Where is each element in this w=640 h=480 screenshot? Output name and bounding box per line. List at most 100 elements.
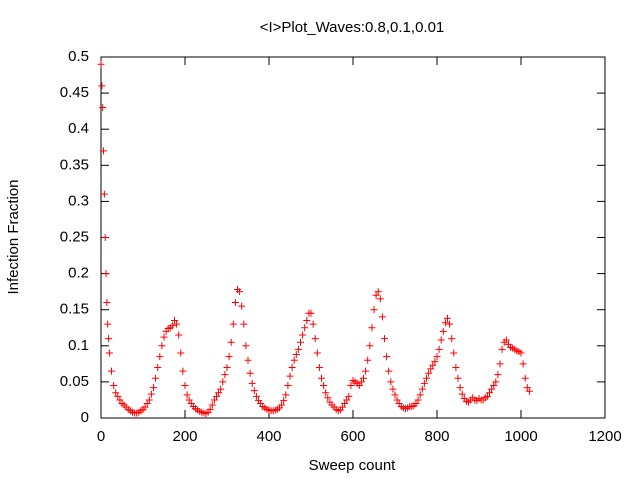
data-point — [311, 335, 319, 343]
plot-frame — [100, 56, 606, 419]
data-point — [252, 392, 260, 400]
data-point — [145, 396, 153, 404]
data-point — [517, 349, 525, 357]
data-point — [173, 320, 181, 328]
data-point — [244, 356, 252, 364]
data-point — [391, 391, 399, 399]
data-point — [110, 382, 118, 390]
data-point — [357, 378, 365, 386]
data-point — [143, 400, 151, 408]
data-point — [288, 363, 296, 371]
data-point — [441, 319, 449, 327]
data-point — [345, 392, 353, 400]
data-point — [502, 336, 510, 344]
chart-title: <I>Plot_Waves:0.8,0.1,0.01 — [260, 19, 445, 36]
data-point — [385, 367, 393, 375]
x-tick-label: 400 — [256, 428, 281, 445]
data-point — [206, 405, 214, 413]
data-point — [278, 401, 286, 409]
data-point — [425, 369, 433, 377]
data-point — [355, 382, 363, 390]
data-point — [175, 331, 183, 339]
data-point — [496, 360, 504, 368]
y-tick-label: 0.4 — [68, 120, 89, 137]
data-point — [294, 345, 302, 353]
data-point — [374, 288, 382, 296]
data-point — [494, 371, 502, 379]
data-point — [370, 306, 378, 314]
data-point — [141, 403, 149, 411]
data-point — [439, 327, 447, 335]
y-tick-label: 0.05 — [60, 373, 89, 390]
data-point — [154, 363, 162, 371]
data-point — [303, 317, 311, 325]
data-point — [490, 382, 498, 390]
x-tick-label: 800 — [424, 428, 449, 445]
data-point — [238, 302, 246, 310]
data-point — [179, 367, 187, 375]
data-point — [210, 396, 218, 404]
data-point — [343, 396, 351, 404]
data-point — [372, 291, 380, 299]
data-point — [102, 270, 110, 278]
x-tick-label: 600 — [340, 428, 365, 445]
data-point — [523, 384, 531, 392]
data-point — [521, 374, 529, 382]
data-point — [498, 345, 506, 353]
data-point — [231, 298, 239, 306]
data-point — [156, 353, 164, 361]
data-point — [320, 382, 328, 390]
data-point — [427, 365, 435, 373]
x-tick-label: 0 — [97, 428, 105, 445]
y-tick-label: 0.45 — [60, 84, 89, 101]
x-axis-label: Sweep count — [309, 457, 397, 474]
data-point — [416, 391, 424, 399]
x-tick-label: 200 — [172, 428, 197, 445]
data-point — [168, 322, 176, 330]
data-point — [486, 389, 493, 397]
data-point — [444, 314, 451, 322]
data-point — [488, 385, 496, 393]
data-point — [412, 400, 420, 408]
data-point — [492, 378, 500, 386]
data-point — [423, 374, 430, 382]
data-point — [341, 400, 349, 408]
data-point — [229, 320, 237, 328]
data-point — [227, 338, 235, 346]
y-tick-label: 0.15 — [60, 301, 89, 318]
data-point — [160, 333, 168, 341]
data-point — [116, 396, 124, 404]
data-point — [393, 396, 401, 404]
data-point — [158, 342, 166, 350]
data-point — [242, 342, 250, 350]
data-point — [446, 320, 454, 328]
data-point — [452, 363, 460, 371]
data-point — [114, 392, 122, 400]
y-tick-label: 0 — [81, 409, 89, 426]
data-point — [366, 342, 374, 350]
data-point — [152, 374, 160, 382]
y-tick-label: 0.2 — [68, 265, 89, 282]
data-point — [315, 363, 323, 371]
data-point — [368, 324, 376, 332]
data-point — [284, 382, 292, 390]
data-point — [433, 353, 441, 361]
data-point — [183, 391, 191, 399]
data-point — [185, 396, 193, 404]
data-point — [240, 320, 248, 328]
data-point — [347, 382, 355, 390]
data-point — [108, 367, 115, 375]
data-point — [483, 392, 491, 400]
data-point — [223, 363, 231, 371]
data-point — [150, 384, 157, 392]
data-point — [389, 385, 397, 393]
data-point — [208, 401, 216, 409]
data-point — [364, 356, 372, 364]
data-point — [219, 378, 227, 386]
data-point — [105, 349, 113, 357]
data-point — [280, 397, 288, 405]
data-point — [171, 317, 178, 325]
data-point — [383, 353, 391, 361]
data-point — [429, 361, 437, 369]
